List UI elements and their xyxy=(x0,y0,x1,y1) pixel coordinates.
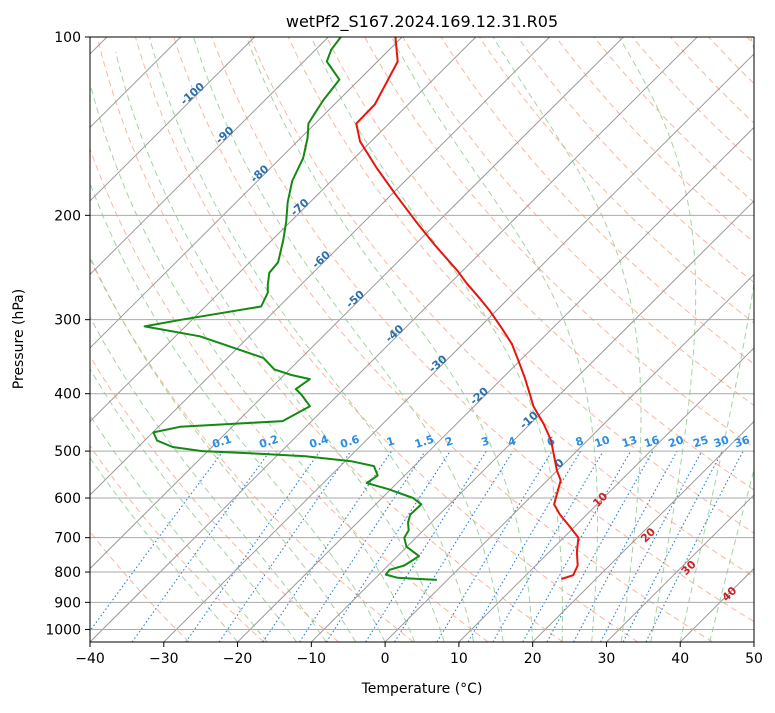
x-tick-label: −40 xyxy=(75,651,105,667)
x-tick-label: 20 xyxy=(524,651,542,667)
x-tick-label: 50 xyxy=(745,651,763,667)
x-axis-label: Temperature (°C) xyxy=(361,681,483,697)
x-tick-label: −10 xyxy=(297,651,327,667)
x-tick-label: −30 xyxy=(149,651,179,667)
y-tick-label: 500 xyxy=(54,444,81,460)
y-tick-label: 1000 xyxy=(45,622,81,638)
y-tick-label: 300 xyxy=(54,313,81,329)
chart-title: wetPf2_S167.2024.169.12.31.R05 xyxy=(286,12,558,32)
x-tick-label: 0 xyxy=(381,651,390,667)
y-tick-label: 900 xyxy=(54,595,81,611)
x-tick-label: 40 xyxy=(671,651,689,667)
y-tick-label: 700 xyxy=(54,531,81,547)
x-tick-label: 30 xyxy=(598,651,616,667)
y-axis-label: Pressure (hPa) xyxy=(11,289,27,389)
y-tick-label: 800 xyxy=(54,565,81,581)
y-tick-label: 400 xyxy=(54,387,81,403)
y-tick-label: 100 xyxy=(54,30,81,46)
y-tick-label: 200 xyxy=(54,208,81,224)
x-tick-label: −20 xyxy=(223,651,253,667)
y-tick-label: 600 xyxy=(54,491,81,507)
x-tick-label: 10 xyxy=(450,651,468,667)
